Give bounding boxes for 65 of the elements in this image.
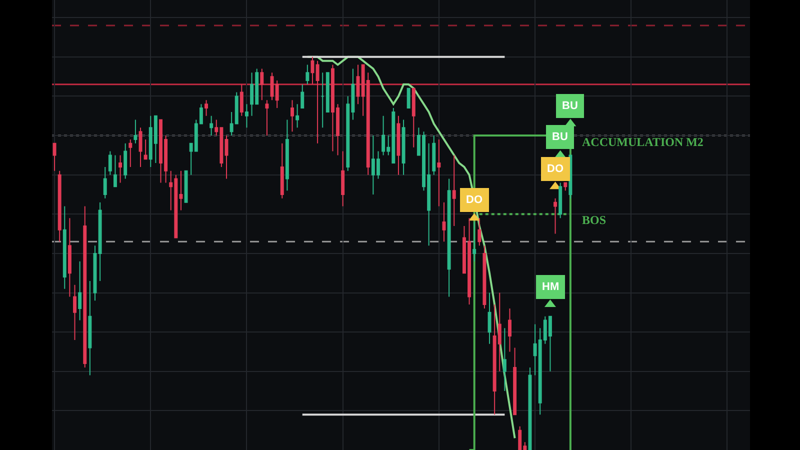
candlestick: [472, 222, 476, 262]
candlestick: [528, 366, 532, 450]
candlestick: [447, 178, 451, 298]
candlestick: [488, 292, 492, 344]
candlestick: [62, 206, 66, 290]
candlestick: [437, 138, 441, 207]
candlestick: [128, 138, 132, 168]
candlestick: [513, 347, 517, 416]
candlestick: [73, 284, 76, 340]
candlestick: [300, 84, 304, 109]
series-label: ACCUMULATION M2: [582, 135, 704, 149]
candlestick: [103, 166, 107, 199]
series-label: BU: [552, 131, 568, 143]
candlestick: [564, 182, 568, 192]
candlestick: [244, 104, 248, 128]
candlestick: [432, 135, 436, 176]
series-label: BOS: [582, 213, 606, 227]
candlestick: [320, 72, 324, 128]
candlestick: [184, 170, 188, 203]
candlestick: [326, 72, 330, 112]
candlestick: [310, 56, 314, 85]
candlestick: [98, 202, 102, 282]
series-label: DO: [547, 163, 564, 175]
candlestick: [478, 218, 482, 246]
candlestick: [452, 154, 456, 226]
candlestick: [296, 104, 300, 128]
candlestick: [52, 142, 56, 172]
candlestick: [341, 150, 345, 207]
candlestick: [83, 206, 87, 368]
candlestick: [316, 60, 320, 144]
candlestick: [124, 142, 128, 180]
candlestick: [134, 119, 138, 144]
candlestick: [396, 115, 400, 176]
candlestick: [306, 64, 310, 85]
series-label: HM: [542, 281, 560, 293]
candlestick: [204, 100, 208, 116]
candlestick: [138, 127, 142, 168]
candlestick: [406, 88, 410, 109]
candlestick: [482, 245, 486, 309]
candlestick: [113, 154, 117, 188]
candlestick: [58, 170, 62, 242]
candlestick: [93, 245, 97, 302]
candlestick: [265, 100, 269, 136]
candlestick: [78, 260, 82, 321]
candlestick: [88, 280, 92, 376]
candlestick: [68, 218, 72, 298]
text: DO: [466, 194, 482, 206]
text: BU: [562, 100, 578, 112]
candlestick: [224, 135, 228, 180]
candlestick: [108, 150, 112, 176]
candlestick: [280, 142, 284, 199]
candlestick: [508, 308, 512, 352]
candlestick: [240, 84, 244, 116]
candlestick: [412, 88, 416, 148]
candlestick: [290, 100, 294, 132]
candlestick: [558, 182, 562, 219]
candlestick: [210, 115, 214, 136]
candlestick: [260, 68, 264, 101]
candlestick: [502, 328, 506, 392]
candlestick: [118, 154, 122, 184]
candlestick: [554, 198, 558, 234]
candlestick: [285, 119, 289, 192]
candlestick: [144, 138, 148, 160]
candlestick: [442, 202, 446, 242]
candlestick: [402, 119, 406, 176]
